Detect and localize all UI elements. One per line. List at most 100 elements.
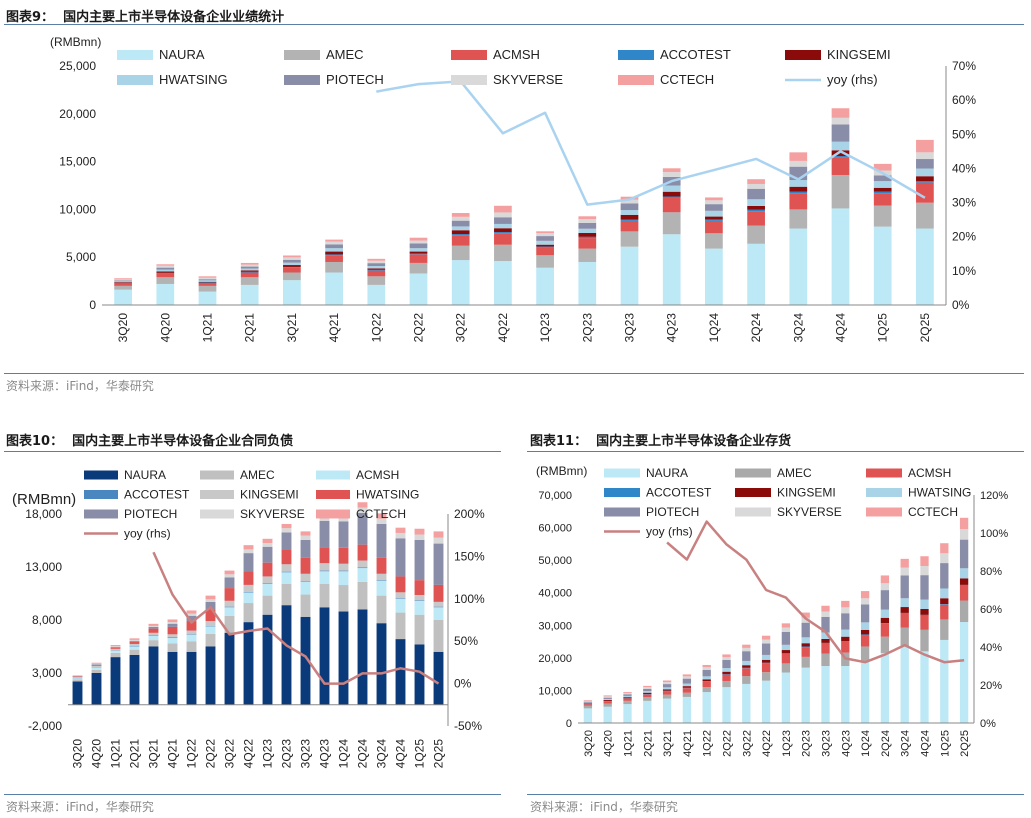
chart2-bar-piotech-2q21 xyxy=(129,640,140,642)
chart1-legend-hwatsing-label: HWATSING xyxy=(159,72,228,87)
chart2-bar-hwatsing-1q24 xyxy=(338,547,349,564)
chart1-x-tick-3q24: 3Q24 xyxy=(791,313,805,343)
chart2-bar-skyverse-2q24 xyxy=(357,507,368,513)
chart2-legend-naura-label: NAURA xyxy=(124,468,166,482)
chart1-bar-accotest-3q23 xyxy=(620,219,639,221)
chart1-bar-accotest-3q22 xyxy=(451,234,470,236)
chart1-bar-cctech-4q23 xyxy=(662,168,681,173)
chart1-bar-acmsh-2q21 xyxy=(240,272,259,278)
chart1-bar-cctech-3q23 xyxy=(620,196,639,200)
chart2-bar-naura-2q21 xyxy=(129,654,140,705)
chart2-bar-hwatsing-4q24 xyxy=(395,576,406,593)
chart3-y2-tick-3: 60% xyxy=(980,604,1002,616)
chart2-bar-piotech-4q23 xyxy=(319,520,330,548)
chart2-legend-skyverse-label: SKYVERSE xyxy=(240,507,305,521)
chart2-bar-acmsh-4q22 xyxy=(243,592,254,604)
chart3-x-tick-2q24: 2Q24 xyxy=(880,730,892,757)
chart2-x-tick-4q23: 4Q23 xyxy=(318,739,332,769)
chart1-bar-cctech-1q23 xyxy=(536,231,554,234)
chart1-bar-hwatsing-3q24 xyxy=(789,180,808,187)
chart1-bar-piotech-2q23 xyxy=(578,222,597,229)
chart1-bar-naura-1q24 xyxy=(705,248,723,305)
chart2-bar-amec-2q23 xyxy=(281,583,292,606)
chart3-bar-naura-4q20 xyxy=(603,706,612,723)
chart2-bar-hwatsing-2q23 xyxy=(281,549,292,565)
chart1-bar-amec-3q22 xyxy=(451,245,470,261)
chart3-bar-cctech-1q23 xyxy=(781,623,791,628)
chart1-bar-accotest-1q23 xyxy=(536,246,554,248)
chart1-y-tick-4: 20,000 xyxy=(59,107,96,121)
chart1-x-tick-3q22: 3Q22 xyxy=(454,313,468,343)
chart1-y-label: (RMBmn) xyxy=(50,35,101,49)
chart1-legend-piotech-label: PIOTECH xyxy=(326,72,384,87)
chart2-bar-amec-3q24 xyxy=(376,595,387,624)
chart2-bar-acmsh-3q20 xyxy=(72,678,83,680)
chart2-bar-acmsh-3q21 xyxy=(148,635,159,641)
chart1-bar-skyverse-2q21 xyxy=(240,264,259,267)
chart1-bar-amec-2q22 xyxy=(409,262,428,274)
chart2-bar-acmsh-1q25 xyxy=(414,600,425,615)
chart2-x-tick-1q21: 1Q21 xyxy=(109,739,123,769)
chart2-bar-acmsh-4q24 xyxy=(395,598,406,613)
chart3-bar-cctech-2q23 xyxy=(801,612,810,618)
chart2-title: 图表10： 国内主要上市半导体设备企业合同负债 xyxy=(6,434,294,449)
chart2-bar-amec-3q20 xyxy=(72,679,83,682)
chart1-legend-accotest-label: ACCOTEST xyxy=(660,47,731,62)
chart2-bar-kingsemi-4q21 xyxy=(167,634,178,638)
chart3-bar-kingsemi-1q22 xyxy=(702,679,711,682)
chart1-bar-cctech-1q24 xyxy=(705,197,723,201)
chart1-x-tick-4q20: 4Q20 xyxy=(158,313,172,343)
chart3-bar-hwatsing-2q23 xyxy=(801,637,810,644)
chart3-bar-piotech-2q21 xyxy=(643,688,652,692)
chart3-bar-naura-1q25 xyxy=(940,639,949,723)
chart2-y2-tick-3: 100% xyxy=(454,592,485,606)
chart3-bar-cctech-1q24 xyxy=(860,591,870,599)
chart2-bar-piotech-2q24 xyxy=(357,512,368,545)
chart1-bar-piotech-3q22 xyxy=(451,220,470,227)
chart2-x-tick-4q22: 4Q22 xyxy=(242,739,256,769)
chart1-bar-skyverse-2q25 xyxy=(916,152,934,160)
chart2-bar-piotech-4q22 xyxy=(243,553,254,572)
chart3-bar-skyverse-1q21 xyxy=(623,692,632,695)
chart1-legend-cctech-swatch xyxy=(618,75,654,85)
chart2-bar-hwatsing-3q23 xyxy=(300,557,311,574)
chart1-bar-hwatsing-1q24 xyxy=(705,210,723,217)
chart3-bar-amec-2q25 xyxy=(959,600,969,623)
chart1-bar-naura-2q24 xyxy=(747,243,765,305)
chart1-x-tick-1q25: 1Q25 xyxy=(876,313,890,343)
chart2-bar-skyverse-4q22 xyxy=(243,549,254,554)
chart3-bar-skyverse-3q24 xyxy=(900,567,909,576)
chart3-x-tick-1q22: 1Q22 xyxy=(702,730,714,757)
chart3-bar-skyverse-3q22 xyxy=(742,647,751,652)
chart2-bar-cctech-1q22 xyxy=(186,610,197,614)
chart1-y2-tick-1: 10% xyxy=(952,264,976,278)
chart1-legend-hwatsing-swatch xyxy=(117,75,153,85)
chart2-bar-accotest-4q23 xyxy=(319,570,330,572)
chart2-x-tick-1q23: 1Q23 xyxy=(261,739,275,769)
chart1-bar-skyverse-4q24 xyxy=(831,117,850,125)
chart2-bar-piotech-1q24 xyxy=(338,521,349,548)
chart1-bar-naura-3q24 xyxy=(789,228,808,305)
chart1-bar-naura-1q21 xyxy=(198,291,217,305)
chart2-bar-piotech-1q21 xyxy=(110,646,121,648)
chart3-x-tick-3q22: 3Q22 xyxy=(741,730,753,757)
chart1-bar-skyverse-2q23 xyxy=(578,219,597,223)
chart2-bar-naura-1q24 xyxy=(338,611,349,705)
chart1-bar-hwatsing-4q24 xyxy=(831,141,850,151)
chart1-bar-hwatsing-4q23 xyxy=(662,185,681,192)
chart1-bar-amec-1q24 xyxy=(705,233,723,249)
chart1-bar-kingsemi-1q23 xyxy=(536,244,554,247)
chart3-bar-hwatsing-3q23 xyxy=(821,632,830,639)
chart1-bar-piotech-4q21 xyxy=(325,244,343,249)
chart3-bar-naura-2q23 xyxy=(801,667,810,723)
chart1-bar-amec-1q23 xyxy=(536,255,554,268)
chart2-legend-naura-swatch xyxy=(84,470,118,480)
chart2-bar-piotech-1q22 xyxy=(186,615,197,622)
chart1-bar-amec-4q24 xyxy=(831,174,850,209)
chart3-bar-kingsemi-2q23 xyxy=(801,643,810,647)
chart3-title: 图表11： 国内主要上市半导体设备企业存货 xyxy=(530,434,792,449)
chart3-bar-acmsh-3q21 xyxy=(662,691,672,695)
chart2-bar-kingsemi-3q21 xyxy=(148,632,159,636)
chart3-bar-piotech-2q23 xyxy=(801,622,810,638)
chart2-bar-hwatsing-3q20 xyxy=(72,676,83,678)
